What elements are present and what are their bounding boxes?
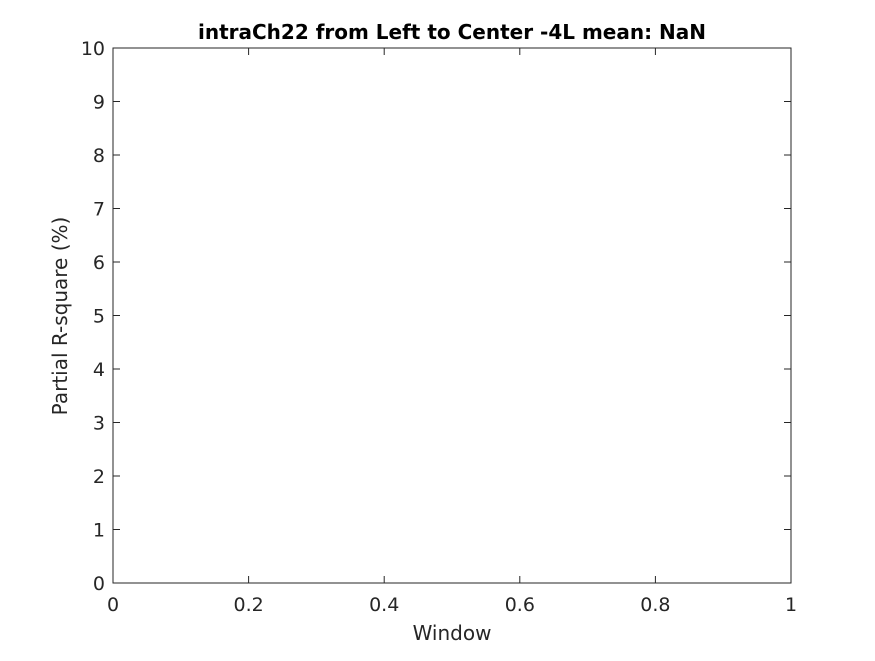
- y-tick-label: 8: [93, 145, 105, 167]
- x-tick-label: 0.6: [505, 594, 535, 616]
- x-axis-ticks: 0 0.2 0.4 0.6 0.8 1: [107, 48, 797, 616]
- y-axis-ticks: 0 1 2 3 4 5 6 7 8 9 10: [81, 38, 791, 595]
- y-axis-label: Partial R-square (%): [48, 217, 72, 416]
- chart-title: intraCh22 from Left to Center -4L mean: …: [198, 20, 706, 44]
- x-tick-label: 0: [107, 594, 119, 616]
- x-axis-label: Window: [413, 621, 492, 645]
- y-tick-label: 2: [93, 466, 105, 488]
- y-tick-label: 5: [93, 306, 105, 328]
- y-tick-label: 3: [93, 413, 105, 435]
- y-tick-label: 1: [93, 520, 105, 542]
- y-tick-label: 0: [93, 573, 105, 595]
- plot-area: [112, 47, 792, 584]
- y-tick-label: 4: [93, 359, 105, 381]
- x-tick-label: 0.8: [640, 594, 670, 616]
- y-tick-label: 10: [81, 38, 105, 60]
- y-tick-label: 6: [93, 252, 105, 274]
- y-tick-label: 7: [93, 199, 105, 221]
- x-tick-label: 0.4: [369, 594, 399, 616]
- x-tick-label: 1: [785, 594, 797, 616]
- x-tick-label: 0.2: [233, 594, 263, 616]
- y-tick-label: 9: [93, 92, 105, 114]
